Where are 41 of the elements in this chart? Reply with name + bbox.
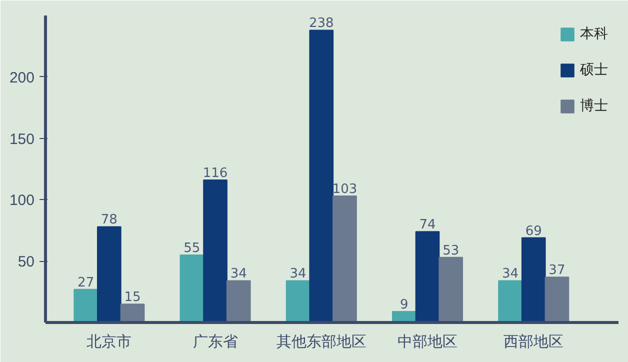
- data-label: 37: [548, 263, 566, 278]
- bar: [96, 226, 122, 322]
- data-label: 78: [100, 212, 118, 228]
- y-tick-label: 150: [9, 130, 35, 148]
- bar: [180, 254, 204, 322]
- legend-label: 硕士: [580, 61, 608, 79]
- bar: [74, 288, 98, 322]
- data-label: 34: [230, 266, 247, 282]
- data-label: 69: [525, 224, 542, 239]
- bar: [226, 280, 251, 322]
- x-tick-label: 北京市: [86, 334, 132, 350]
- bar: [120, 304, 145, 322]
- data-label: 34: [290, 266, 306, 282]
- bar: [498, 280, 522, 322]
- data-label: 9: [400, 297, 408, 312]
- bar: [521, 237, 546, 322]
- x-tick-label: 西部地区: [504, 334, 564, 350]
- bar: [544, 276, 570, 322]
- y-tick-label: 100: [9, 192, 35, 210]
- bar: [203, 180, 228, 322]
- x-tick-label: 其他东部地区: [276, 334, 366, 350]
- bar: [438, 256, 464, 322]
- data-label: 15: [124, 290, 141, 306]
- data-label: 53: [442, 243, 460, 258]
- bar: [415, 231, 440, 322]
- data-label: 116: [202, 166, 228, 182]
- data-label: 103: [332, 182, 358, 198]
- legend-label: 本科: [580, 25, 608, 43]
- data-label: 55: [184, 240, 200, 256]
- x-tick-label: 中部地区: [398, 334, 458, 350]
- data-label: 34: [502, 266, 519, 282]
- bar: [309, 30, 334, 322]
- y-tick-label: 200: [9, 69, 35, 86]
- x-tick-label: 广东省: [192, 334, 238, 350]
- bar: [332, 196, 357, 322]
- y-tick-label: 50: [18, 254, 35, 271]
- legend-label: 博士: [580, 97, 608, 115]
- data-label: 74: [419, 218, 436, 233]
- data-label: 27: [78, 275, 94, 290]
- data-label: 238: [308, 16, 334, 32]
- bar: [286, 280, 310, 322]
